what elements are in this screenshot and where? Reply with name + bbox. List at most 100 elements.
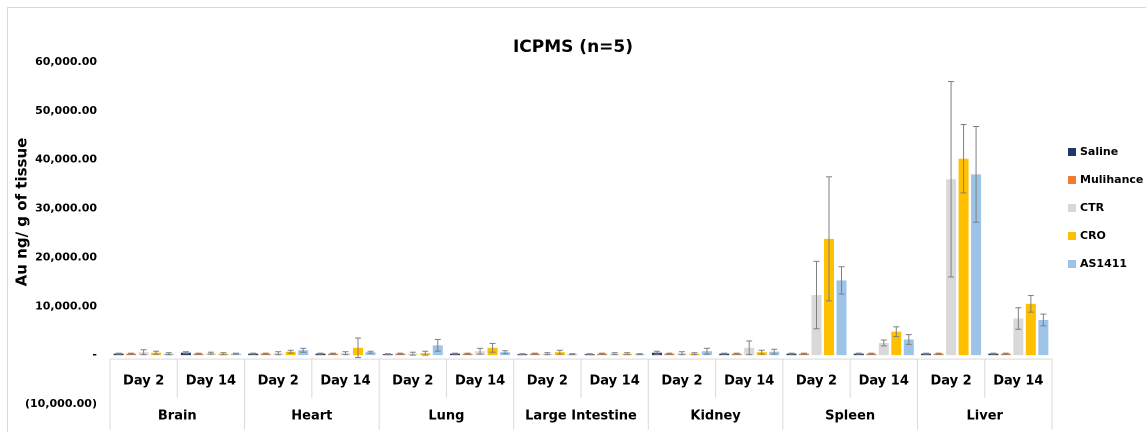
error-bar bbox=[182, 351, 189, 355]
error-bar bbox=[855, 352, 862, 355]
legend-label: Mulihance bbox=[1080, 173, 1143, 186]
error-bar bbox=[464, 352, 471, 355]
y-tick-label: 10,000.00 bbox=[35, 299, 97, 312]
error-bar bbox=[531, 352, 538, 355]
error-bar bbox=[165, 352, 172, 356]
error-bar bbox=[653, 350, 660, 355]
error-bar bbox=[287, 349, 294, 354]
group-label: Heart bbox=[291, 409, 332, 424]
bar bbox=[1013, 318, 1024, 356]
y-tick-label: (10,000.00) bbox=[25, 397, 97, 410]
bar bbox=[971, 174, 982, 356]
error-bar bbox=[544, 352, 551, 356]
error-bar bbox=[973, 125, 980, 223]
error-bar bbox=[599, 352, 606, 355]
error-bar bbox=[367, 350, 374, 354]
error-bar bbox=[868, 352, 875, 355]
error-bar bbox=[275, 351, 282, 356]
error-bar bbox=[948, 81, 955, 278]
error-bar bbox=[838, 266, 845, 295]
legend-label: CRO bbox=[1080, 229, 1106, 242]
bar bbox=[903, 339, 914, 356]
error-bar bbox=[624, 352, 631, 356]
chart-title: ICPMS (n=5) bbox=[513, 37, 633, 57]
bar bbox=[878, 342, 889, 356]
legend-swatch bbox=[1068, 232, 1076, 240]
error-bar bbox=[128, 352, 135, 355]
error-bar bbox=[691, 352, 698, 356]
x-tick-label: Day 14 bbox=[993, 374, 1043, 389]
x-tick-label: Day 14 bbox=[320, 374, 370, 389]
error-bar bbox=[140, 349, 147, 356]
x-tick-label: Day 2 bbox=[661, 374, 702, 389]
error-bar bbox=[355, 337, 361, 359]
bar bbox=[958, 158, 969, 356]
chart-border bbox=[7, 7, 1146, 432]
error-bar bbox=[250, 352, 257, 355]
error-bar bbox=[746, 340, 753, 356]
error-bar bbox=[477, 347, 484, 355]
legend-swatch bbox=[1068, 148, 1076, 156]
error-bar bbox=[960, 124, 967, 194]
legend-swatch bbox=[1068, 204, 1076, 212]
error-bar bbox=[771, 348, 778, 355]
error-bar bbox=[801, 352, 807, 355]
error-bar bbox=[1002, 352, 1009, 355]
error-bar bbox=[935, 352, 942, 355]
error-bar bbox=[519, 353, 526, 356]
y-axis-label: Au ng/ g of tissue bbox=[13, 138, 31, 287]
x-tick-label: Day 2 bbox=[392, 374, 433, 389]
error-bar bbox=[826, 176, 832, 302]
error-bar bbox=[556, 349, 563, 355]
x-tick-label: Day 14 bbox=[455, 374, 505, 389]
group-label: Brain bbox=[158, 409, 197, 424]
error-bar bbox=[636, 353, 643, 356]
x-tick-label: Day 14 bbox=[724, 374, 774, 389]
error-bar bbox=[758, 349, 765, 355]
x-tick-label: Day 14 bbox=[590, 374, 640, 389]
error-bar bbox=[422, 350, 429, 356]
legend-swatch bbox=[1068, 176, 1076, 184]
error-bar bbox=[923, 352, 930, 355]
error-bar bbox=[207, 351, 214, 355]
group-label: Spleen bbox=[825, 409, 875, 424]
error-bar bbox=[1027, 295, 1034, 313]
x-tick-label: Day 2 bbox=[930, 374, 971, 389]
error-bar bbox=[317, 352, 324, 355]
error-bar bbox=[195, 352, 202, 355]
error-bar bbox=[569, 353, 576, 356]
group-label: Kidney bbox=[690, 409, 741, 424]
x-tick-label: Day 14 bbox=[186, 374, 236, 389]
error-bar bbox=[666, 352, 673, 355]
error-bar bbox=[434, 339, 441, 352]
error-bar bbox=[232, 352, 239, 355]
bar bbox=[891, 331, 902, 356]
bar bbox=[836, 280, 847, 356]
error-bar bbox=[733, 352, 740, 355]
error-bar bbox=[300, 347, 307, 353]
x-tick-label: Day 2 bbox=[796, 374, 837, 389]
error-bar bbox=[678, 351, 685, 356]
error-bar bbox=[788, 352, 795, 355]
error-bar bbox=[905, 334, 912, 345]
error-bar bbox=[1015, 307, 1022, 330]
y-tick-label: 50,000.00 bbox=[35, 104, 97, 117]
error-bar bbox=[611, 352, 618, 356]
error-bar bbox=[502, 350, 509, 355]
error-bar bbox=[330, 352, 336, 355]
error-bar bbox=[397, 352, 404, 355]
x-tick-label: Day 2 bbox=[123, 374, 164, 389]
error-bar bbox=[262, 352, 269, 355]
legend-label: CTR bbox=[1080, 201, 1105, 214]
error-bar bbox=[409, 351, 416, 356]
error-bar bbox=[990, 352, 997, 355]
error-bar bbox=[384, 353, 391, 356]
group-label: Large Intestine bbox=[525, 409, 637, 424]
legend-label: Saline bbox=[1080, 145, 1118, 158]
error-bar bbox=[813, 260, 820, 330]
x-tick-label: Day 2 bbox=[527, 374, 568, 389]
legend-swatch bbox=[1068, 260, 1076, 268]
error-bar bbox=[452, 352, 459, 355]
legend-label: AS1411 bbox=[1080, 257, 1127, 270]
